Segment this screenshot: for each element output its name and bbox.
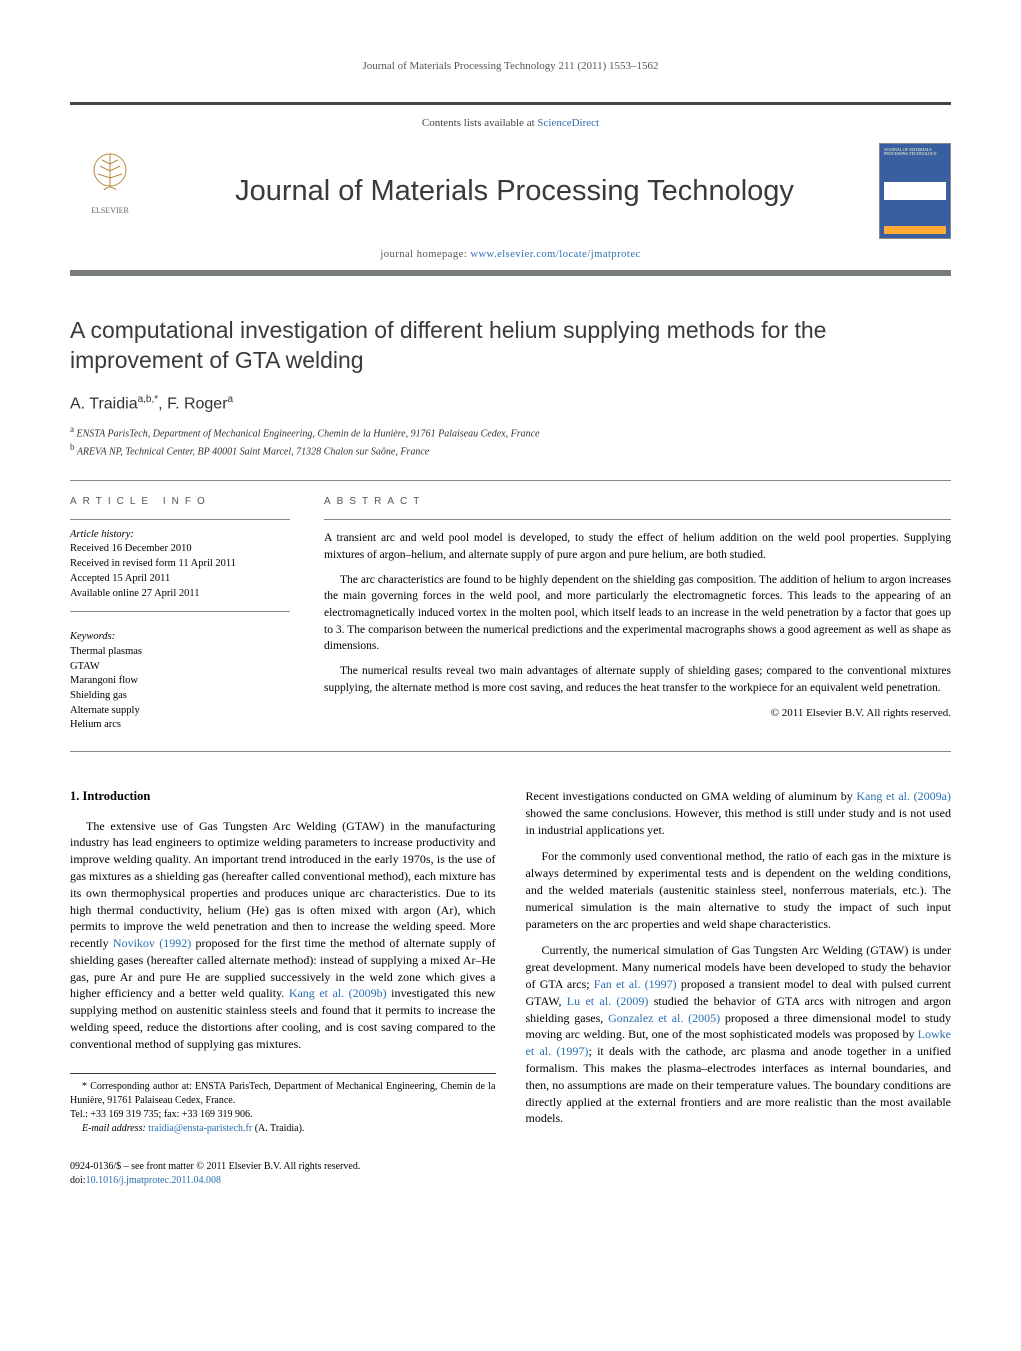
intro-p1: The extensive use of Gas Tungsten Arc We… (70, 818, 496, 1053)
abstract-column: abstract A transient arc and weld pool m… (324, 495, 951, 733)
info-rule-2 (70, 611, 290, 612)
affil-b-text: AREVA NP, Technical Center, BP 40001 Sai… (75, 447, 430, 458)
bottom-meta: 0924-0136/$ – see front matter © 2011 El… (70, 1160, 496, 1188)
history-revised: Received in revised form 11 April 2011 (70, 557, 290, 572)
history-received: Received 16 December 2010 (70, 542, 290, 557)
elsevier-logo: ELSEVIER (70, 146, 150, 236)
cover-title-text: JOURNAL OF MATERIALS PROCESSING TECHNOLO… (884, 148, 946, 157)
keyword-4: Shielding gas (70, 689, 290, 704)
email-label: E-mail address: (82, 1123, 148, 1134)
article-title: A computational investigation of differe… (70, 316, 951, 376)
abstract-p2: The arc characteristics are found to be … (324, 572, 951, 655)
affiliation-b: b AREVA NP, Technical Center, BP 40001 S… (70, 441, 951, 459)
doi-prefix: doi: (70, 1175, 86, 1186)
col2-p3: Currently, the numerical simulation of G… (526, 942, 952, 1127)
elsevier-tree-icon (80, 146, 140, 206)
abstract-copyright: © 2011 Elsevier B.V. All rights reserved… (324, 706, 951, 722)
intro-p1-a: The extensive use of Gas Tungsten Arc We… (70, 819, 496, 951)
article-info-heading: article info (70, 495, 290, 509)
cite-lu-2009[interactable]: Lu et al. (2009) (567, 994, 649, 1008)
doi-link[interactable]: 10.1016/j.jmatprotec.2011.04.008 (86, 1175, 221, 1186)
author-2: F. Roger (167, 395, 227, 412)
author-separator: , (158, 395, 167, 412)
masthead: Contents lists available at ScienceDirec… (70, 102, 951, 276)
keyword-5: Alternate supply (70, 704, 290, 719)
footnotes: * Corresponding author at: ENSTA ParisTe… (70, 1073, 496, 1136)
tel-fax: Tel.: +33 169 319 735; fax: +33 169 319 … (70, 1108, 496, 1122)
corresponding-author-note: * Corresponding author at: ENSTA ParisTe… (70, 1080, 496, 1108)
journal-homepage-line: journal homepage: www.elsevier.com/locat… (70, 243, 951, 270)
journal-cover-thumbnail: JOURNAL OF MATERIALS PROCESSING TECHNOLO… (879, 143, 951, 239)
keyword-1: Thermal plasmas (70, 645, 290, 660)
keyword-3: Marangoni flow (70, 674, 290, 689)
info-rule (70, 519, 290, 520)
body-column-right: Recent investigations conducted on GMA w… (526, 788, 952, 1188)
author-2-affil-mark: a (228, 394, 234, 405)
cover-footer-band (884, 226, 946, 234)
abstract-p3: The numerical results reveal two main ad… (324, 663, 951, 696)
author-1: A. Traidia (70, 395, 138, 412)
section-1-heading: 1. Introduction (70, 788, 496, 806)
col2-p3-e: ; it deals with the cathode, arc plasma … (526, 1044, 952, 1125)
cite-gonzalez-2005[interactable]: Gonzalez et al. (2005) (608, 1011, 720, 1025)
running-header: Journal of Materials Processing Technolo… (70, 60, 951, 72)
doi-line: doi:10.1016/j.jmatprotec.2011.04.008 (70, 1174, 496, 1188)
contents-available-line: Contents lists available at ScienceDirec… (70, 111, 951, 135)
contents-prefix: Contents lists available at (422, 117, 537, 129)
elsevier-name: ELSEVIER (91, 206, 129, 215)
email-link[interactable]: traidia@ensta-paristech.fr (148, 1123, 252, 1134)
section-1-title: Introduction (83, 789, 151, 803)
col2-p1: Recent investigations conducted on GMA w… (526, 788, 952, 838)
masthead-rule (70, 270, 951, 276)
history-accepted: Accepted 15 April 2011 (70, 572, 290, 587)
affiliation-a: a ENSTA ParisTech, Department of Mechani… (70, 423, 951, 441)
cite-kang-2009a[interactable]: Kang et al. (2009a) (856, 789, 951, 803)
abstract-p1: A transient arc and weld pool model is d… (324, 530, 951, 563)
abstract-rule (324, 519, 951, 520)
email-line: E-mail address: traidia@ensta-paristech.… (70, 1122, 496, 1136)
keyword-2: GTAW (70, 660, 290, 675)
body-column-left: 1. Introduction The extensive use of Gas… (70, 788, 496, 1188)
affil-a-text: ENSTA ParisTech, Department of Mechanica… (74, 428, 539, 439)
cite-fan-1997[interactable]: Fan et al. (1997) (594, 977, 677, 991)
cite-kang-2009b[interactable]: Kang et al. (2009b) (289, 986, 387, 1000)
sciencedirect-link[interactable]: ScienceDirect (537, 117, 599, 129)
homepage-prefix: journal homepage: (380, 249, 470, 260)
author-1-affil-mark: a,b,* (138, 394, 159, 405)
abstract-heading: abstract (324, 495, 951, 510)
rule-below-abstract (70, 751, 951, 752)
cover-image-area (884, 182, 946, 200)
front-matter-line: 0924-0136/$ – see front matter © 2011 El… (70, 1160, 496, 1174)
authors-line: A. Traidiaa,b,*, F. Rogera (70, 394, 951, 413)
col2-p2: For the commonly used conventional metho… (526, 848, 952, 932)
section-1-number: 1. (70, 789, 79, 803)
keyword-6: Helium arcs (70, 718, 290, 733)
keywords-header: Keywords: (70, 630, 290, 645)
col2-p1-b: showed the same conclusions. However, th… (526, 806, 952, 837)
article-info-column: article info Article history: Received 1… (70, 495, 290, 733)
homepage-link[interactable]: www.elsevier.com/locate/jmatprotec (470, 249, 640, 260)
journal-title: Journal of Materials Processing Technolo… (150, 175, 879, 208)
affiliations: a ENSTA ParisTech, Department of Mechani… (70, 423, 951, 460)
cite-novikov-1992[interactable]: Novikov (1992) (113, 936, 191, 950)
col2-p1-a: Recent investigations conducted on GMA w… (526, 789, 857, 803)
history-online: Available online 27 April 2011 (70, 587, 290, 602)
email-suffix: (A. Traidia). (252, 1123, 304, 1134)
article-history-header: Article history: (70, 528, 290, 543)
